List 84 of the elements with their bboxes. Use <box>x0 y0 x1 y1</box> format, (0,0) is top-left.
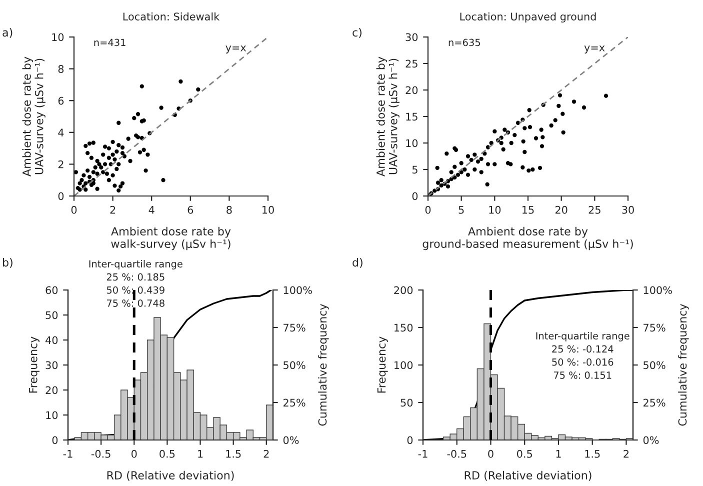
y-axis-title: Ambient dose rate by UAV-survey (µSv h⁻¹) <box>22 56 46 176</box>
y-tick-label: 10 <box>52 33 64 42</box>
annotation: Inter-quartile range 25 %: 0.185 50 %: 0.439 75 %: 0.748 <box>89 260 182 307</box>
y-axis-title: Frequency <box>29 336 40 393</box>
x-tick-label: 10 <box>262 206 274 214</box>
x-tick-label: 0.5 <box>160 450 175 458</box>
x-tick-label: 0 <box>71 206 77 214</box>
y2-tick-label: 50% <box>284 361 306 370</box>
y-tick-label: 20 <box>406 86 418 94</box>
y-tick-label: 150 <box>394 324 413 332</box>
y-tick-label: 10 <box>46 411 58 420</box>
text: c) <box>352 28 362 38</box>
x-tick-label: 1.5 <box>226 450 241 458</box>
x-tick-label: 0.5 <box>517 450 532 458</box>
y2-tick-label: 25% <box>283 398 306 407</box>
x-axis-title: Ambient dose rate by walk-survey (µSv h⁻¹) <box>111 226 231 250</box>
x-tick-label: 25 <box>588 206 600 214</box>
y-tick-label: 4 <box>58 128 64 136</box>
annotation: n=431 <box>94 38 126 46</box>
x-tick-label: 1 <box>198 450 203 458</box>
y-tick-label: 6 <box>58 96 64 105</box>
y-tick-label: 50 <box>400 398 413 407</box>
y2-tick-label: 50% <box>644 361 666 370</box>
y-tick-label: 5 <box>412 166 418 174</box>
y-tick-label: 0 <box>52 436 58 444</box>
chart-title: Location: Unpaved ground <box>460 12 596 22</box>
x-tick-label: -0.5 <box>91 450 110 458</box>
x-tick-label: 15 <box>522 206 534 214</box>
y2-axis-title: Cumulative frequency <box>678 304 689 426</box>
y-tick-label: 30 <box>46 361 58 370</box>
x-tick-label: 1.5 <box>585 450 600 458</box>
y2-tick-label: 75% <box>284 324 306 332</box>
x-tick-label: 30 <box>622 206 634 214</box>
series-label: y=x <box>584 46 605 54</box>
text: b) <box>3 258 12 268</box>
y-tick-label: 10 <box>406 139 418 148</box>
x-tick-label: -1 <box>63 450 72 458</box>
y2-tick-label: 25% <box>643 398 666 407</box>
chart-title: Location: Sidewalk <box>123 12 220 20</box>
text: d) <box>352 258 362 268</box>
x-tick-label: 0 <box>488 450 494 458</box>
x-tick-label: 2 <box>264 450 269 458</box>
x-tick-label: 0 <box>132 450 137 458</box>
y-axis-title: Frequency <box>377 336 388 393</box>
x-tick-label: 8 <box>226 206 232 214</box>
y2-axis-title: Cumulative frequency <box>318 304 329 426</box>
series-label: y=x <box>226 46 246 54</box>
y-tick-label: 2 <box>58 160 64 168</box>
y-tick-label: 200 <box>394 286 413 294</box>
x-tick-label: 2 <box>110 206 116 214</box>
x-axis-title: Ambient dose rate by ground-based measurement (µSv h⁻¹) <box>422 226 633 250</box>
y-tick-label: 60 <box>46 286 58 294</box>
x-tick-label: 20 <box>555 206 568 214</box>
y2-tick-label: 100% <box>644 286 672 294</box>
x-axis-title: RD (Relative deviation) <box>464 470 592 481</box>
y2-tick-label: 0% <box>283 436 299 444</box>
y-tick-label: 100 <box>394 361 413 370</box>
y-tick-label: 8 <box>58 65 64 73</box>
y2-tick-label: 100% <box>284 286 312 294</box>
x-axis-title: RD (Relative deviation) <box>107 470 234 481</box>
x-tick-label: 5 <box>458 206 464 214</box>
x-tick-label: -0.5 <box>447 450 466 458</box>
y-axis-title: Ambient dose rate by UAV-survey (µSv h⁻¹) <box>376 56 400 176</box>
y-tick-label: 0 <box>407 436 413 444</box>
x-tick-label: 4 <box>148 206 154 214</box>
y-tick-label: 30 <box>406 33 418 42</box>
y-tick-label: 0 <box>58 192 64 200</box>
x-tick-label: 1 <box>556 450 561 458</box>
y2-tick-label: 0% <box>643 436 659 444</box>
y-tick-label: 50 <box>46 311 58 320</box>
annotation: Inter-quartile range 25 %: -0.124 50 %: -0.016 75 %: 0.151 <box>536 332 630 379</box>
y-tick-label: 15 <box>406 112 418 121</box>
x-tick-label: 2 <box>624 450 628 458</box>
annotation: n=635 <box>448 38 480 46</box>
y-tick-label: 20 <box>46 386 58 394</box>
x-tick-label: 6 <box>188 206 194 214</box>
y-tick-label: 0 <box>412 192 418 200</box>
y-tick-label: 40 <box>46 336 58 344</box>
text: a) <box>2 28 12 38</box>
x-tick-label: -1 <box>418 450 428 458</box>
x-tick-label: 0 <box>425 206 431 214</box>
y-tick-label: 25 <box>406 60 418 68</box>
x-tick-label: 10 <box>489 206 501 214</box>
y2-tick-label: 75% <box>644 324 666 332</box>
